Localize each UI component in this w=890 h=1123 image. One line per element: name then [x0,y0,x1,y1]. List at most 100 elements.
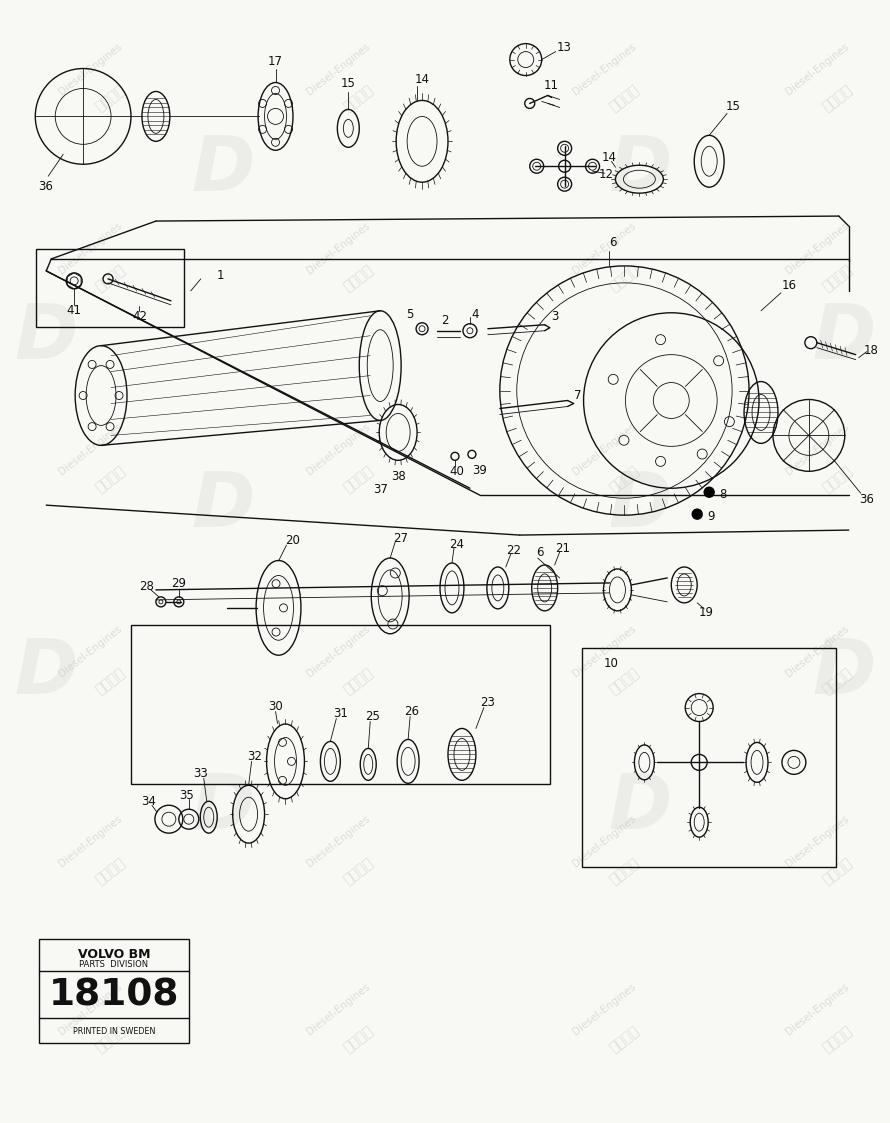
Text: Diesel-Engines: Diesel-Engines [57,814,124,869]
Bar [131,624,550,784]
Text: 4: 4 [471,309,479,321]
Text: 紫发动力: 紫发动力 [607,83,643,115]
Text: 紫发动力: 紫发动力 [341,262,376,294]
Bar [39,939,189,1043]
Text: 34: 34 [142,795,157,807]
Text: 11: 11 [544,79,559,92]
Text: 38: 38 [391,469,406,483]
Text: 紫发动力: 紫发动力 [607,1023,643,1054]
Text: 36: 36 [859,493,874,505]
Text: 紫发动力: 紫发动力 [820,262,855,294]
Text: 6: 6 [536,546,544,558]
Text: D: D [191,770,255,844]
Text: D: D [609,468,672,542]
Text: 紫发动力: 紫发动力 [820,856,855,887]
Text: Diesel-Engines: Diesel-Engines [57,982,124,1037]
Text: Diesel-Engines: Diesel-Engines [571,982,638,1037]
Text: 紫发动力: 紫发动力 [341,1023,376,1054]
Text: 22: 22 [506,544,522,557]
Text: 18108: 18108 [49,978,179,1014]
Text: 26: 26 [405,705,419,718]
Text: 15: 15 [725,100,740,113]
Text: 3: 3 [551,310,558,323]
Text: PRINTED IN SWEDEN: PRINTED IN SWEDEN [73,1028,155,1037]
Text: D: D [609,133,672,207]
Text: Diesel-Engines: Diesel-Engines [57,422,124,477]
Text: 20: 20 [285,533,300,547]
Text: 1: 1 [217,270,224,282]
Text: 17: 17 [268,55,283,69]
Text: Diesel-Engines: Diesel-Engines [784,220,851,276]
Text: 5: 5 [407,309,414,321]
Text: 39: 39 [473,464,488,477]
Text: 33: 33 [193,767,208,779]
Text: Diesel-Engines: Diesel-Engines [784,422,851,477]
Text: 紫发动力: 紫发动力 [341,83,376,115]
Text: Diesel-Engines: Diesel-Engines [784,814,851,869]
Text: VOLVO BM: VOLVO BM [77,948,150,961]
Text: 紫发动力: 紫发动力 [93,856,127,887]
Text: 15: 15 [341,77,356,90]
Text: Diesel-Engines: Diesel-Engines [571,623,638,678]
Text: 6: 6 [609,237,616,249]
Text: 8: 8 [719,487,727,501]
Text: D: D [14,301,77,375]
Text: 紫发动力: 紫发动力 [341,665,376,696]
Circle shape [692,509,702,519]
Text: Diesel-Engines: Diesel-Engines [784,982,851,1037]
Text: 42: 42 [132,310,147,323]
Text: Diesel-Engines: Diesel-Engines [57,623,124,678]
Bar [581,648,836,867]
Text: 2: 2 [441,314,449,327]
Text: 24: 24 [449,538,465,550]
Text: 29: 29 [172,577,186,591]
Text: 23: 23 [481,696,496,709]
Text: 31: 31 [333,707,348,720]
Text: Diesel-Engines: Diesel-Engines [305,623,372,678]
Text: D: D [813,637,876,711]
Text: 紫发动力: 紫发动力 [820,1023,855,1054]
Text: 30: 30 [268,700,283,713]
Text: 21: 21 [555,541,570,555]
Text: 紫发动力: 紫发动力 [93,464,127,495]
Text: Diesel-Engines: Diesel-Engines [305,42,372,97]
Text: 紫发动力: 紫发动力 [820,464,855,495]
Text: 紫发动力: 紫发动力 [93,83,127,115]
Text: 紫发动力: 紫发动力 [93,262,127,294]
Text: 40: 40 [449,465,465,477]
Text: D: D [813,301,876,375]
Text: 紫发动力: 紫发动力 [607,464,643,495]
Text: Diesel-Engines: Diesel-Engines [305,422,372,477]
Text: 7: 7 [574,389,581,402]
Text: 28: 28 [140,581,154,593]
Text: 37: 37 [373,483,388,495]
Text: 紫发动力: 紫发动力 [607,262,643,294]
Text: Diesel-Engines: Diesel-Engines [571,220,638,276]
Text: 32: 32 [247,750,262,763]
Text: PARTS  DIVISION: PARTS DIVISION [79,960,149,969]
Text: Diesel-Engines: Diesel-Engines [305,220,372,276]
Text: 9: 9 [708,510,715,522]
Text: 10: 10 [603,657,619,670]
Text: 41: 41 [67,304,82,318]
Text: D: D [191,468,255,542]
Text: D: D [609,770,672,844]
Text: 27: 27 [392,531,408,545]
Text: 紫发动力: 紫发动力 [607,665,643,696]
Text: 紫发动力: 紫发动力 [820,83,855,115]
Text: Diesel-Engines: Diesel-Engines [571,422,638,477]
Text: 19: 19 [699,606,714,620]
Text: 14: 14 [602,150,617,164]
Text: 紫发动力: 紫发动力 [820,665,855,696]
Text: 14: 14 [415,73,430,86]
Text: Diesel-Engines: Diesel-Engines [305,814,372,869]
Text: 16: 16 [781,280,797,292]
Text: 36: 36 [37,180,53,193]
Text: 紫发动力: 紫发动力 [341,464,376,495]
Text: 紫发动力: 紫发动力 [607,856,643,887]
Text: D: D [14,637,77,711]
Text: 紫发动力: 紫发动力 [341,856,376,887]
Text: 35: 35 [180,788,194,802]
Text: 25: 25 [365,710,380,723]
Text: 12: 12 [599,167,614,181]
